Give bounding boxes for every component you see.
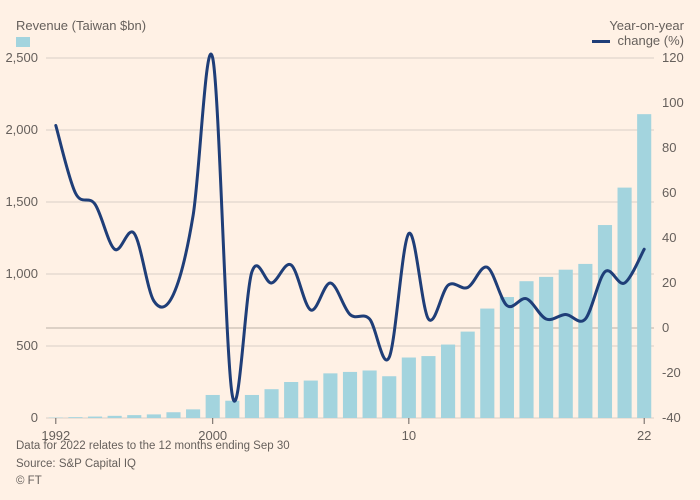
- legend-yoy-line: [592, 40, 610, 43]
- svg-text:0: 0: [31, 410, 38, 425]
- footer-note: Data for 2022 relates to the 12 months e…: [16, 438, 290, 455]
- svg-text:0: 0: [662, 320, 669, 335]
- svg-text:-20: -20: [662, 365, 681, 380]
- svg-text:60: 60: [662, 185, 676, 200]
- svg-text:2,000: 2,000: [5, 122, 38, 137]
- svg-text:22: 22: [637, 428, 651, 443]
- svg-text:120: 120: [662, 50, 684, 65]
- legend-yoy: Year-on-year change (%): [592, 18, 684, 48]
- legend-yoy-label-2: change (%): [618, 33, 684, 48]
- svg-text:2,500: 2,500: [5, 50, 38, 65]
- svg-text:100: 100: [662, 95, 684, 110]
- svg-text:-40: -40: [662, 410, 681, 425]
- legend-revenue-label: Revenue (Taiwan $bn): [16, 18, 146, 33]
- footer-copyright: © FT: [16, 473, 290, 490]
- chart-svg: 0 500 1,000 1,500 2,000 2,500 -40 -20 0 20 40 60 80 1…: [0, 0, 700, 500]
- footer-source: Source: S&P Capital IQ: [16, 456, 290, 473]
- chart-container: 0 500 1,000 1,500 2,000 2,500 -40 -20 0 20 40 60 80 1…: [0, 0, 700, 500]
- svg-text:20: 20: [662, 275, 676, 290]
- svg-text:40: 40: [662, 230, 676, 245]
- legend-revenue-swatch: [16, 37, 30, 47]
- svg-text:80: 80: [662, 140, 676, 155]
- legend-yoy-label-1: Year-on-year: [609, 18, 684, 33]
- chart-footer: Data for 2022 relates to the 12 months e…: [16, 438, 290, 490]
- svg-text:500: 500: [16, 338, 38, 353]
- svg-text:10: 10: [402, 428, 416, 443]
- svg-text:1,500: 1,500: [5, 194, 38, 209]
- legend-revenue: Revenue (Taiwan $bn): [16, 18, 146, 48]
- svg-text:1,000: 1,000: [5, 266, 38, 281]
